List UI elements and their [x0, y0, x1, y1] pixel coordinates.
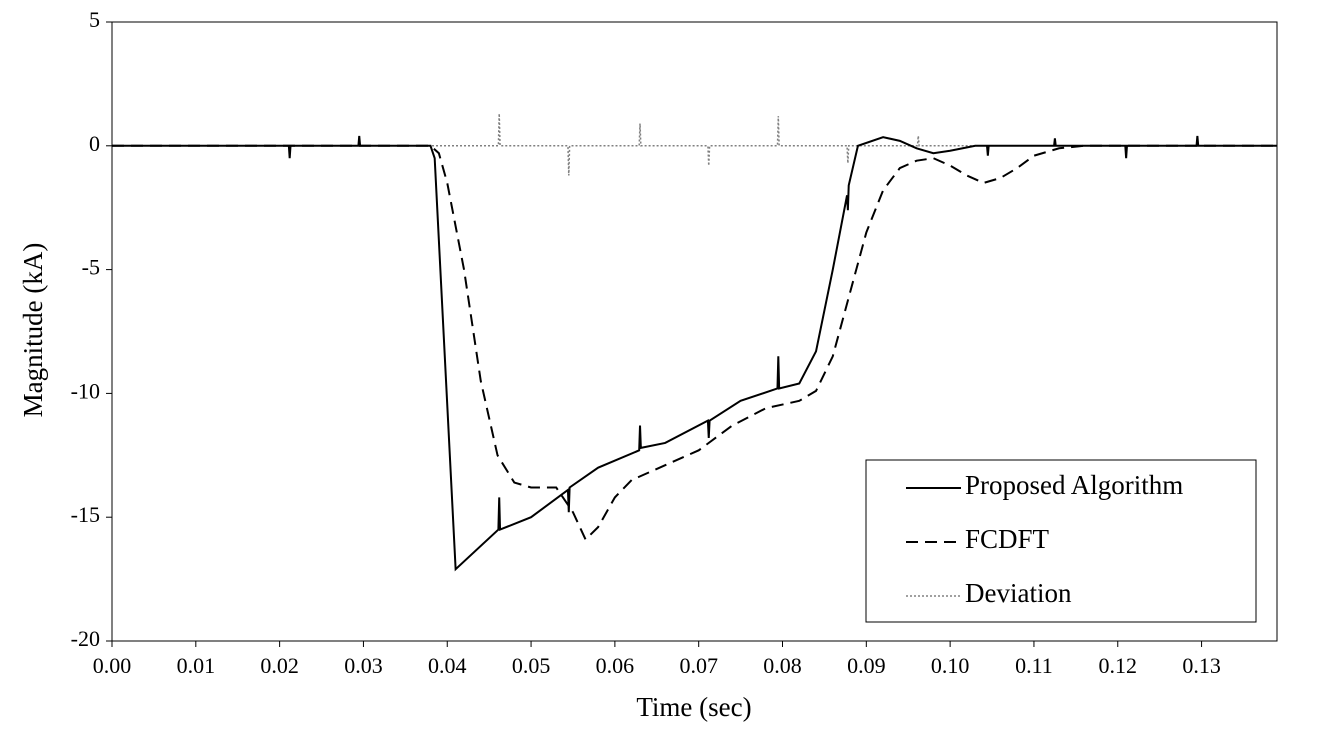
x-tick-label: 0.04 [428, 653, 467, 678]
x-tick-label: 0.07 [679, 653, 718, 678]
x-tick-label: 0.12 [1099, 653, 1138, 678]
series-line [112, 135, 1277, 572]
x-tick-label: 0.13 [1182, 653, 1221, 678]
plot-area [111, 21, 1278, 642]
x-tick-label: 0.08 [763, 653, 802, 678]
x-tick-label: 0.11 [1015, 653, 1053, 678]
x-tick-label: 0.03 [344, 653, 383, 678]
x-tick-label: 0.01 [177, 653, 216, 678]
x-tick-label: 0.00 [93, 653, 132, 678]
y-tick-label: 0 [89, 131, 100, 156]
legend-label: Proposed Algorithm [965, 470, 1183, 500]
y-tick-label: -15 [71, 502, 100, 527]
x-tick-label: 0.10 [931, 653, 970, 678]
y-tick-label: 5 [89, 7, 100, 32]
x-tick-label: 0.09 [847, 653, 886, 678]
series-line [112, 113, 1277, 176]
y-tick-label: -5 [82, 255, 100, 280]
x-tick-label: 0.06 [596, 653, 635, 678]
series-line [112, 144, 1277, 542]
legend-label: Deviation [965, 578, 1072, 608]
legend-label: FCDFT [965, 524, 1050, 554]
y-tick-label: -20 [71, 626, 100, 651]
x-tick-label: 0.02 [260, 653, 299, 678]
y-tick-label: -10 [71, 378, 100, 403]
x-axis-label: Time (sec) [636, 692, 751, 722]
y-axis-label: Magnitude (kA) [18, 243, 48, 418]
x-tick-label: 0.05 [512, 653, 551, 678]
